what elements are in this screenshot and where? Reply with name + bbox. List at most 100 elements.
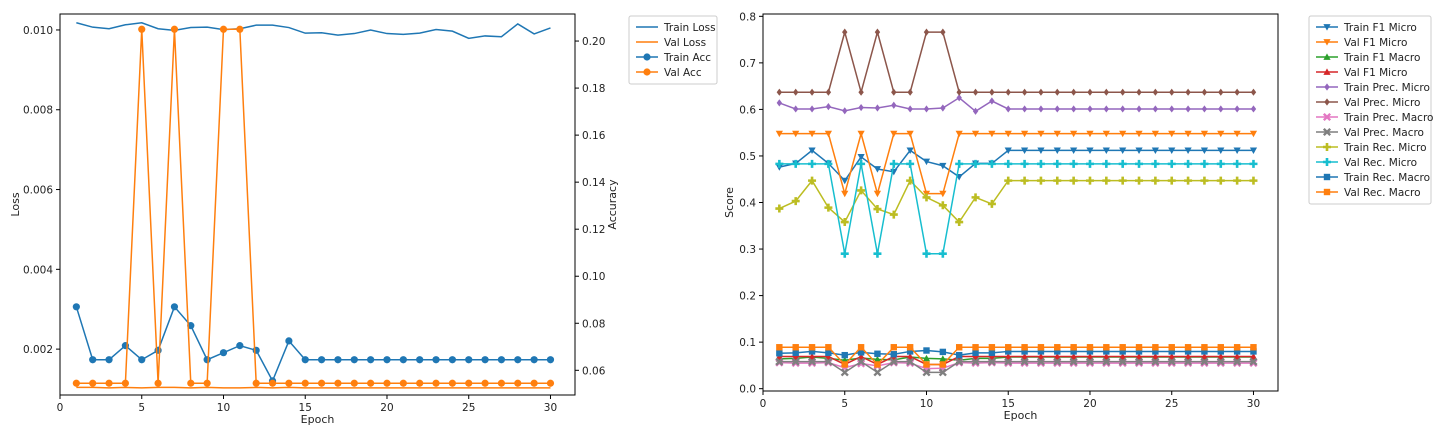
legend-label: Val F1 Micro bbox=[1344, 37, 1407, 49]
data-point bbox=[1167, 357, 1176, 366]
data-point bbox=[1249, 352, 1258, 360]
data-point bbox=[825, 103, 832, 111]
data-point bbox=[1200, 147, 1209, 154]
data-point bbox=[841, 190, 849, 198]
data-point bbox=[939, 190, 947, 198]
data-point bbox=[448, 379, 456, 387]
data-point bbox=[514, 356, 522, 364]
data-point bbox=[1136, 88, 1142, 96]
data-point bbox=[922, 354, 931, 362]
data-point bbox=[808, 130, 816, 138]
data-point bbox=[1036, 159, 1045, 168]
legend-item: Train Rec. Micro bbox=[1316, 142, 1427, 154]
data-point bbox=[1021, 344, 1028, 351]
data-point bbox=[1184, 357, 1193, 366]
data-point bbox=[971, 159, 980, 168]
data-point bbox=[1233, 147, 1241, 154]
data-point bbox=[987, 159, 996, 168]
data-point bbox=[1135, 147, 1143, 154]
data-point bbox=[906, 357, 915, 366]
data-point bbox=[497, 356, 506, 364]
data-point bbox=[1102, 130, 1110, 138]
legend-marker bbox=[1322, 127, 1332, 137]
data-point bbox=[939, 361, 947, 368]
data-point bbox=[873, 368, 882, 377]
data-point bbox=[1070, 105, 1077, 113]
data-point bbox=[1004, 130, 1012, 138]
series-line bbox=[779, 149, 1254, 182]
data-point bbox=[1234, 88, 1240, 96]
x-tick-label: 25 bbox=[1165, 398, 1178, 410]
data-point bbox=[776, 344, 783, 351]
data-point bbox=[301, 356, 309, 364]
data-point bbox=[776, 99, 783, 107]
data-point bbox=[1004, 176, 1013, 185]
data-point bbox=[1168, 344, 1175, 351]
data-point bbox=[1233, 130, 1241, 138]
data-point bbox=[1216, 357, 1225, 366]
data-point bbox=[546, 356, 555, 364]
data-point bbox=[1250, 344, 1257, 351]
series-train-rec-macro bbox=[776, 347, 1257, 359]
data-point bbox=[1249, 147, 1258, 154]
data-point bbox=[1135, 130, 1143, 138]
data-point bbox=[1118, 357, 1127, 366]
data-point bbox=[1135, 159, 1144, 168]
x-tick-label: 10 bbox=[920, 398, 933, 410]
data-point bbox=[873, 166, 882, 173]
legend-label: Val F1 Micro bbox=[1344, 67, 1407, 79]
x-tick-label: 15 bbox=[299, 402, 312, 414]
data-point bbox=[236, 25, 244, 33]
data-point bbox=[236, 342, 244, 350]
y-right-tick-label: 0.12 bbox=[582, 224, 605, 236]
data-point bbox=[906, 344, 914, 351]
data-point bbox=[808, 176, 817, 185]
data-point bbox=[1233, 159, 1242, 168]
data-point bbox=[1004, 352, 1012, 360]
data-point bbox=[955, 218, 964, 227]
data-point bbox=[334, 379, 342, 387]
series-line bbox=[779, 29, 1254, 96]
data-point bbox=[1201, 344, 1208, 351]
y-right-tick-label: 0.06 bbox=[582, 365, 606, 377]
data-point bbox=[923, 347, 930, 354]
data-point bbox=[105, 356, 113, 364]
data-point bbox=[906, 159, 915, 168]
data-point bbox=[1169, 88, 1175, 96]
data-point bbox=[1037, 130, 1045, 138]
data-point bbox=[955, 344, 963, 351]
data-point bbox=[1218, 105, 1224, 113]
data-point bbox=[1102, 159, 1111, 168]
data-point bbox=[907, 88, 913, 96]
data-point bbox=[1053, 357, 1062, 366]
data-point bbox=[399, 356, 407, 364]
data-point bbox=[1037, 348, 1045, 355]
data-point bbox=[825, 344, 832, 351]
data-point bbox=[1135, 344, 1143, 351]
data-point bbox=[1167, 159, 1176, 168]
data-point bbox=[1070, 344, 1077, 351]
y-tick-label: 0.3 bbox=[739, 244, 756, 256]
y-left-tick-label: 0.006 bbox=[23, 185, 53, 197]
data-point bbox=[1103, 88, 1110, 96]
data-point bbox=[1054, 344, 1061, 351]
legend-marker bbox=[1322, 112, 1332, 122]
data-point bbox=[972, 88, 979, 96]
data-point bbox=[1053, 130, 1061, 138]
data-point bbox=[824, 352, 832, 360]
data-point bbox=[1184, 348, 1192, 355]
data-point bbox=[1021, 88, 1028, 96]
data-point bbox=[89, 379, 97, 387]
data-point bbox=[1053, 176, 1062, 185]
data-point bbox=[922, 193, 931, 202]
data-point bbox=[940, 28, 946, 36]
legend-item: Val F1 Micro bbox=[1316, 67, 1407, 79]
data-point bbox=[1053, 159, 1062, 168]
data-point bbox=[873, 249, 882, 258]
data-point bbox=[1200, 357, 1209, 366]
y-right-tick-label: 0.16 bbox=[582, 130, 606, 142]
series-val-rec-macro bbox=[776, 344, 1257, 368]
data-point bbox=[268, 379, 277, 387]
data-point bbox=[922, 368, 931, 377]
legend-label: Train F1 Micro bbox=[1343, 22, 1417, 34]
